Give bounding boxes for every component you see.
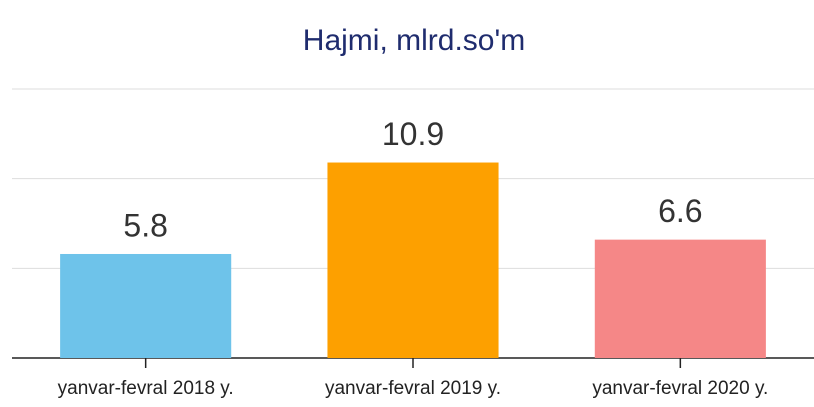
bar bbox=[594, 239, 766, 358]
value-label: 10.9 bbox=[382, 116, 444, 152]
x-tick-label: yanvar-fevral 2020 y. bbox=[592, 378, 768, 399]
x-tick-label: yanvar-fevral 2018 y. bbox=[58, 378, 234, 399]
bar bbox=[60, 253, 232, 358]
x-tick-label: yanvar-fevral 2019 y. bbox=[325, 378, 501, 399]
bar bbox=[327, 162, 499, 358]
value-label: 6.6 bbox=[658, 193, 702, 229]
value-label: 5.8 bbox=[123, 207, 167, 243]
chart-title: Hajmi, mlrd.so'm bbox=[303, 24, 525, 57]
